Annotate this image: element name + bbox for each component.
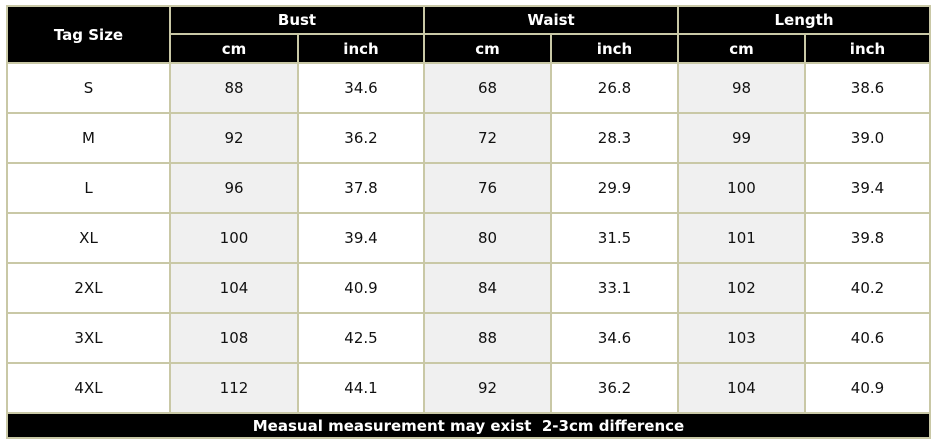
unit-row: cm inch cm inch cm inch [7,33,931,64]
measure-cell: 34.6 [550,312,679,364]
measure-cell: 72 [423,112,552,164]
measure-cell: 99 [677,112,806,164]
measure-cell: 103 [677,312,806,364]
measure-cell: 112 [169,362,299,414]
size-label: 2XL [6,262,171,314]
size-row: 4XL 112 44.1 92 36.2 104 40.9 [6,362,931,414]
measure-cell: 26.8 [550,62,679,114]
measure-cell: 88 [169,62,299,114]
footer-note: Measual measurement may exist 2-3cm diff… [6,412,931,439]
measure-cell: 34.6 [297,62,425,114]
measure-cell: 36.2 [550,362,679,414]
measure-cell: 100 [169,212,299,264]
size-label: 3XL [6,312,171,364]
size-row: S 88 34.6 68 26.8 98 38.6 [6,62,931,114]
measure-cell: 39.0 [804,112,931,164]
unit-header: cm [169,33,299,64]
measure-cell: 39.4 [297,212,425,264]
tag-size-header: Tag Size [6,5,171,64]
measure-cell: 39.4 [804,162,931,214]
measure-cell: 28.3 [550,112,679,164]
footer-row: Measual measurement may exist 2-3cm diff… [6,412,931,439]
measure-cell: 42.5 [297,312,425,364]
measure-cell: 36.2 [297,112,425,164]
header-row: Tag Size Bust Waist Length [6,5,931,64]
measure-cell: 38.6 [804,62,931,114]
size-table: Tag Size Bust Waist Length cm inch cm inch cm inc… [6,5,931,439]
size-row: M 92 36.2 72 28.3 99 39.0 [6,112,931,164]
size-row: 2XL 104 40.9 84 33.1 102 40.2 [6,262,931,314]
size-row: L 96 37.8 76 29.9 100 39.4 [6,162,931,214]
size-row: 3XL 108 42.5 88 34.6 103 40.6 [6,312,931,364]
measure-cell: 104 [677,362,806,414]
measure-cell: 44.1 [297,362,425,414]
measure-cell: 40.2 [804,262,931,314]
group-header: Length [677,5,931,35]
unit-header: inch [297,33,425,64]
group-header: Bust [169,5,425,35]
measure-cell: 92 [423,362,552,414]
unit-header: inch [550,33,679,64]
measure-cell: 98 [677,62,806,114]
measure-cell: 108 [169,312,299,364]
group-header: Waist [423,5,679,35]
unit-header: cm [677,33,806,64]
measure-cell: 88 [423,312,552,364]
measure-cell: 40.6 [804,312,931,364]
measure-cell: 39.8 [804,212,931,264]
measure-cell: 40.9 [804,362,931,414]
measure-cell: 101 [677,212,806,264]
size-label: L [6,162,171,214]
unit-header: cm [423,33,552,64]
measure-cell: 40.9 [297,262,425,314]
measure-cell: 92 [169,112,299,164]
size-row: XL 100 39.4 80 31.5 101 39.8 [6,212,931,264]
measure-cell: 102 [677,262,806,314]
size-label: 4XL [6,362,171,414]
measure-cell: 104 [169,262,299,314]
measure-cell: 68 [423,62,552,114]
measure-cell: 96 [169,162,299,214]
measure-cell: 33.1 [550,262,679,314]
measure-cell: 100 [677,162,806,214]
size-label: XL [6,212,171,264]
measure-cell: 37.8 [297,162,425,214]
measure-cell: 29.9 [550,162,679,214]
size-label: M [6,112,171,164]
measure-cell: 76 [423,162,552,214]
unit-header: inch [804,33,931,64]
size-label: S [6,62,171,114]
measure-cell: 84 [423,262,552,314]
measure-cell: 31.5 [550,212,679,264]
measure-cell: 80 [423,212,552,264]
